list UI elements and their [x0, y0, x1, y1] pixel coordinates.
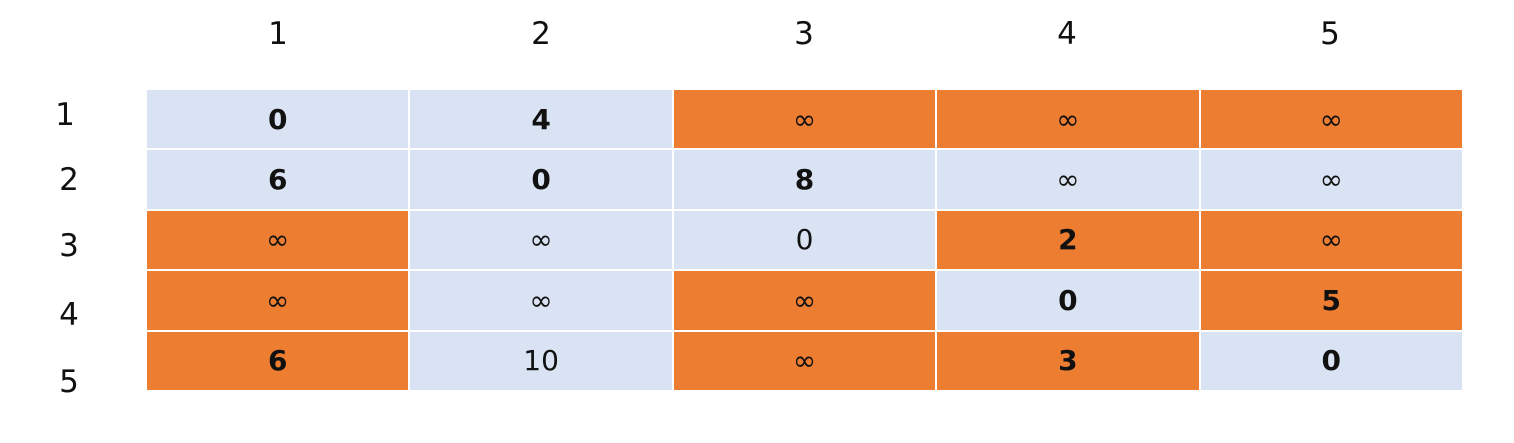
matrix-cell-4-1: ∞ — [147, 271, 409, 330]
matrix-cell-1-5: ∞ — [1200, 90, 1462, 149]
matrix-cell-4-5: 5 — [1200, 271, 1462, 330]
matrix-cell-3-5: ∞ — [1200, 210, 1462, 270]
matrix-cell-2-2: 0 — [410, 150, 672, 209]
matrix-cell-5-4: 3 — [937, 331, 1199, 390]
matrix-cell-5-1: 6 — [147, 331, 409, 390]
matrix-cell-1-4: ∞ — [937, 90, 1199, 149]
row-header-1: 1 — [55, 97, 75, 133]
matrix-cell-2-4: ∞ — [937, 150, 1199, 209]
matrix-cell-3-4: 2 — [937, 210, 1199, 270]
matrix-cell-5-5: 0 — [1200, 331, 1462, 390]
matrix-cell-4-4: 0 — [937, 271, 1199, 330]
matrix-cell-5-3: ∞ — [673, 331, 936, 390]
row-header-5: 5 — [59, 364, 79, 400]
matrix-cell-3-1: ∞ — [147, 210, 409, 270]
column-header-4: 4 — [1057, 16, 1077, 52]
matrix-cell-1-1: 0 — [147, 90, 409, 149]
column-header-1: 1 — [268, 16, 288, 52]
matrix-cell-1-3: ∞ — [673, 90, 936, 149]
matrix-cell-4-2: ∞ — [410, 271, 672, 330]
column-header-5: 5 — [1320, 16, 1340, 52]
matrix-cell-4-3: ∞ — [673, 271, 936, 330]
matrix-cell-2-3: 8 — [673, 150, 936, 209]
column-header-2: 2 — [531, 16, 551, 52]
row-header-4: 4 — [59, 297, 79, 333]
matrix-cell-1-2: 4 — [410, 90, 672, 149]
matrix-cell-2-5: ∞ — [1200, 150, 1462, 209]
row-header-2: 2 — [59, 162, 79, 198]
matrix-cell-3-3: 0 — [673, 210, 936, 270]
matrix-cell-5-2: 10 — [410, 331, 672, 390]
column-header-3: 3 — [794, 16, 814, 52]
row-header-3: 3 — [59, 228, 79, 264]
matrix-cell-2-1: 6 — [147, 150, 409, 209]
matrix-cell-3-2: ∞ — [410, 210, 672, 270]
distance-matrix: 0 4 ∞ ∞ ∞ 6 0 8 ∞ ∞ ∞ ∞ 0 2 ∞ ∞ ∞ ∞ 0 5 … — [147, 90, 1462, 390]
